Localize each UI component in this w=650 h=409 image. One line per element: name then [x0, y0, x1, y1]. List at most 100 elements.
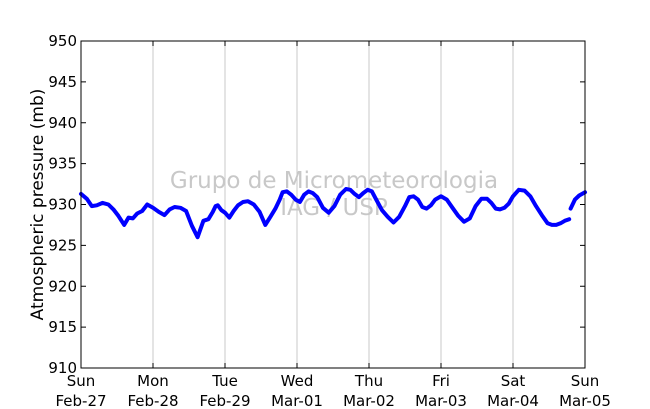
x-tick-label-day: Sat	[501, 372, 526, 390]
data-point	[348, 188, 352, 192]
data-point	[298, 200, 302, 204]
data-point	[252, 202, 256, 207]
data-point	[528, 194, 532, 198]
data-point	[281, 190, 285, 194]
x-tick-label-day: Mon	[137, 372, 169, 390]
data-point	[361, 191, 365, 195]
data-point	[95, 203, 99, 207]
data-point	[554, 223, 558, 227]
x-tick-label-day: Sun	[67, 372, 96, 390]
x-tick-label-day: Fri	[432, 372, 450, 390]
data-point	[211, 210, 215, 214]
y-tick-labels: 910 915 920 925 930 935 940 945 950	[48, 32, 77, 377]
data-point	[246, 199, 250, 203]
data-point	[289, 193, 293, 197]
data-point	[429, 203, 433, 207]
data-point	[569, 207, 573, 211]
data-point	[577, 193, 581, 198]
data-point	[468, 216, 472, 220]
data-point	[294, 198, 298, 202]
data-point	[126, 216, 131, 220]
data-point	[223, 211, 227, 215]
data-point	[540, 213, 544, 217]
x-tick-label-day: Tue	[211, 372, 238, 390]
data-point	[563, 219, 567, 223]
y-tick-label: 920	[48, 277, 77, 295]
data-point	[201, 219, 205, 223]
data-point	[450, 206, 455, 210]
y-tick-label: 950	[48, 32, 77, 50]
data-point	[241, 200, 245, 204]
data-point	[311, 191, 315, 195]
data-point	[353, 192, 357, 196]
data-point	[190, 224, 194, 228]
x-tick-label-date: Feb-27	[55, 392, 106, 409]
y-tick-label: 930	[48, 196, 77, 214]
data-point	[321, 206, 325, 210]
data-point	[219, 208, 223, 212]
data-point	[397, 215, 401, 219]
x-tick-label-day: Sun	[571, 372, 600, 390]
data-point	[151, 206, 155, 210]
data-point	[489, 201, 493, 205]
y-tick-label: 915	[48, 318, 77, 336]
data-point	[157, 210, 161, 214]
data-point	[511, 194, 515, 198]
data-point	[479, 197, 483, 201]
data-point	[145, 202, 149, 207]
data-point	[90, 204, 94, 208]
data-point	[498, 207, 502, 211]
pressure-series-line	[568, 190, 587, 211]
data-point	[380, 208, 384, 212]
y-tick-label: 935	[48, 155, 77, 173]
data-point	[407, 195, 411, 199]
data-point	[550, 223, 554, 227]
data-point	[273, 207, 277, 211]
data-point	[306, 189, 311, 193]
data-point	[374, 198, 378, 202]
y-tick-label: 940	[48, 114, 77, 132]
data-point	[507, 202, 511, 206]
data-point	[285, 189, 289, 193]
data-point	[357, 195, 361, 199]
data-point	[386, 215, 390, 219]
data-point	[168, 207, 172, 211]
tick-marks	[80, 40, 586, 369]
watermark-line-1: Grupo de Micrometeorologia	[170, 168, 498, 194]
data-point	[546, 221, 550, 225]
data-point	[135, 211, 139, 216]
data-point	[338, 193, 342, 197]
x-tick-label-day: Wed	[281, 372, 314, 390]
x-tick-labels: Sun Feb-27 Mon Feb-28 Tue Feb-29 Wed Mar-01 Thu M…	[55, 372, 610, 409]
data-point	[162, 213, 167, 217]
data-point	[227, 216, 231, 220]
data-point	[445, 198, 449, 202]
pressure-series-line	[79, 187, 572, 240]
data-point	[425, 207, 429, 211]
data-point	[196, 235, 200, 239]
data-point	[302, 193, 306, 197]
data-point	[216, 203, 220, 207]
data-point	[232, 209, 236, 213]
data-point	[184, 209, 188, 213]
data-point	[403, 204, 407, 208]
data-point	[502, 206, 506, 210]
data-point	[391, 220, 396, 225]
data-point	[462, 220, 466, 224]
data-point	[327, 211, 331, 215]
y-tick-label: 910	[48, 359, 77, 377]
data-point	[485, 197, 489, 201]
series-layer	[79, 187, 587, 240]
data-point	[258, 210, 262, 214]
data-point	[140, 209, 144, 213]
data-point	[573, 198, 577, 202]
data-point	[173, 205, 177, 209]
data-point	[494, 207, 498, 211]
data-point	[412, 194, 416, 198]
data-point	[370, 189, 374, 193]
x-tick-label-date: Mar-01	[271, 392, 323, 409]
data-point	[111, 207, 115, 211]
gridlines	[152, 41, 514, 368]
y-tick-label: 925	[48, 236, 77, 254]
